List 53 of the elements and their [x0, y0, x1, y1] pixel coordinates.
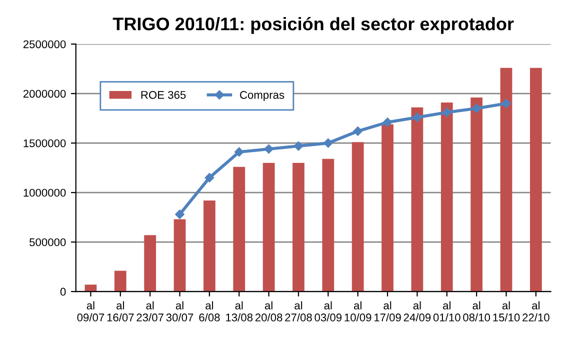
bar: [292, 162, 304, 292]
point: [472, 104, 482, 114]
y-tick-label: 500000: [30, 238, 66, 246]
point: [324, 138, 333, 148]
legend-label: Compras: [240, 90, 284, 102]
bar: [203, 200, 216, 292]
x-tick-label: al 13/08: [226, 301, 253, 322]
point: [382, 118, 392, 127]
x-tick-label: al 24/09: [404, 301, 431, 322]
bar: [114, 270, 126, 292]
x-tick-label: al 03/09: [314, 301, 342, 322]
x-tick-label: al 01/10: [433, 301, 460, 322]
x-tick-label: al 17/09: [374, 301, 401, 322]
point: [264, 144, 274, 154]
point: [294, 141, 304, 151]
x-tick-label: al 08/10: [463, 301, 490, 322]
point: [412, 112, 422, 122]
bar: [144, 235, 156, 292]
chart-title: TRIGO 2010/11: posición del sector exprotador: [112, 16, 514, 34]
x-tick-label: al 20/08: [255, 301, 282, 322]
bar: [411, 107, 424, 292]
y-tick-label: 1000000: [24, 188, 66, 197]
x-tick-label: al 27/08: [285, 301, 312, 322]
bar: [382, 124, 394, 292]
point: [204, 173, 214, 182]
x-tick-label: al 10/09: [344, 301, 372, 322]
y-tick-label: 0: [60, 288, 66, 296]
bar: [233, 166, 246, 292]
bar: [440, 102, 453, 292]
x-tick-label: al 22/10: [522, 301, 550, 322]
bar: [174, 219, 186, 292]
x-tick-label: al 23/07: [136, 301, 164, 322]
x-tick-label: al 6/08: [199, 301, 220, 322]
y-tick-label: 2000000: [23, 90, 66, 98]
x-tick-label: al 16/07: [107, 301, 134, 322]
bar: [322, 158, 334, 292]
point: [442, 108, 452, 117]
bar: [470, 98, 482, 292]
x-tick-label: al 15/10: [493, 301, 520, 322]
x-tick-label: al 30/07: [166, 301, 194, 322]
bar: [352, 142, 364, 292]
bar: [84, 284, 97, 292]
point: [502, 98, 511, 108]
bar: [500, 68, 512, 292]
y-tick-label: 2500000: [23, 40, 66, 48]
y-tick-label: 1500000: [24, 139, 66, 148]
bar: [262, 162, 275, 292]
point: [175, 210, 184, 219]
point: [353, 126, 362, 136]
bar: [530, 68, 542, 292]
x-tick-label: al 09/07: [77, 301, 104, 322]
point: [234, 147, 244, 157]
legend-label: ROE 365: [141, 90, 186, 99]
